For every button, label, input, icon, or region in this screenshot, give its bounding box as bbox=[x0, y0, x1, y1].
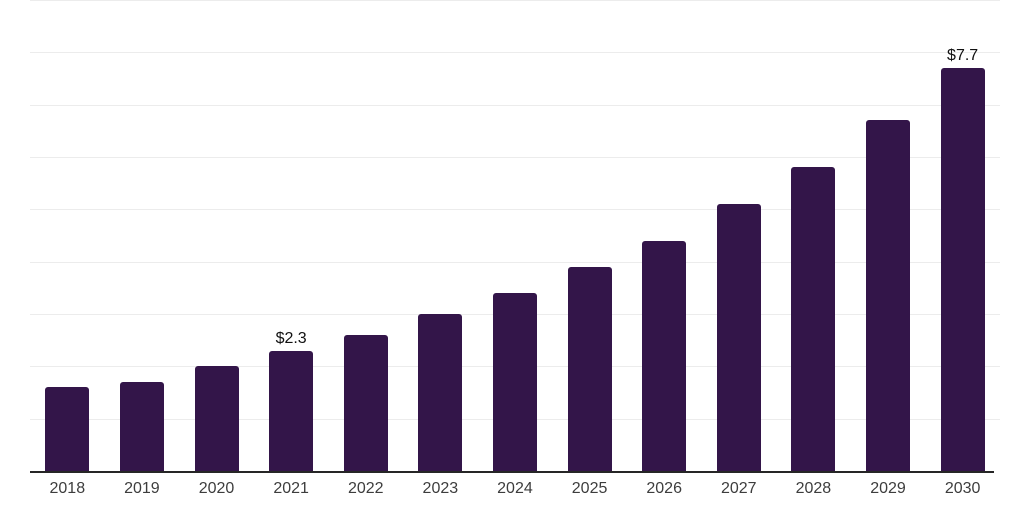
x-tick-2018: 2018 bbox=[49, 480, 86, 497]
bar-column-2024 bbox=[478, 0, 553, 471]
gridline bbox=[30, 157, 1000, 158]
x-tick-2023: 2023 bbox=[422, 480, 459, 497]
x-tick-2022: 2022 bbox=[347, 480, 384, 497]
bar-2029[interactable] bbox=[866, 120, 910, 471]
plot-area: $2.3 $7.7 bbox=[30, 0, 1000, 473]
gridline bbox=[30, 262, 1000, 263]
bar-2019[interactable] bbox=[119, 382, 164, 471]
x-tick-2025: 2025 bbox=[571, 480, 608, 497]
x-tick-2021: 2021 bbox=[273, 480, 309, 497]
x-axis-line bbox=[30, 471, 994, 473]
bar-2025[interactable] bbox=[567, 267, 612, 471]
value-label-2021: $2.3 bbox=[275, 330, 307, 347]
bar-2024[interactable] bbox=[492, 293, 537, 471]
bar-2022[interactable] bbox=[343, 335, 388, 471]
gridline bbox=[30, 52, 1000, 53]
x-tick-2019: 2019 bbox=[124, 480, 160, 497]
bar-2028[interactable] bbox=[791, 167, 836, 471]
bar-column-2030: $7.7 bbox=[925, 0, 1000, 471]
bar-column-2020 bbox=[179, 0, 254, 471]
x-tick-2027: 2027 bbox=[720, 480, 757, 497]
x-axis-tick-labels: 2018 2019 2020 2021 2022 2023 2024 2025 2026 2027… bbox=[30, 479, 1000, 498]
bar-2023[interactable] bbox=[418, 314, 463, 471]
x-tick-2026: 2026 bbox=[646, 480, 682, 497]
bar-column-2022 bbox=[328, 0, 403, 471]
x-tick-2029: 2029 bbox=[870, 480, 906, 497]
bar-column-2018 bbox=[30, 0, 105, 471]
x-tick-2020: 2020 bbox=[198, 480, 235, 497]
bar-column-2028 bbox=[776, 0, 851, 471]
x-tick-2028: 2028 bbox=[795, 480, 832, 497]
bar-2020[interactable] bbox=[194, 366, 239, 471]
x-tick-2024: 2024 bbox=[497, 480, 533, 497]
gridline bbox=[30, 209, 1000, 210]
bar-2027[interactable] bbox=[716, 204, 761, 471]
bar-2021[interactable] bbox=[269, 351, 314, 471]
bar-column-2021: $2.3 bbox=[254, 0, 329, 471]
bar-2026[interactable] bbox=[642, 241, 687, 471]
bar-column-2025 bbox=[552, 0, 627, 471]
x-tick-2030: 2030 bbox=[944, 480, 981, 497]
bar-series: $2.3 $7.7 bbox=[30, 0, 1000, 471]
bar-column-2019 bbox=[105, 0, 180, 471]
gridline bbox=[30, 105, 1000, 106]
gridline bbox=[30, 0, 1000, 1]
bar-column-2023 bbox=[403, 0, 478, 471]
bar-column-2029 bbox=[851, 0, 926, 471]
bar-column-2027 bbox=[701, 0, 776, 471]
bar-2018[interactable] bbox=[45, 387, 90, 471]
value-label-2030: $7.7 bbox=[947, 47, 979, 64]
bar-2030[interactable] bbox=[940, 68, 985, 471]
bar-column-2026 bbox=[627, 0, 702, 471]
